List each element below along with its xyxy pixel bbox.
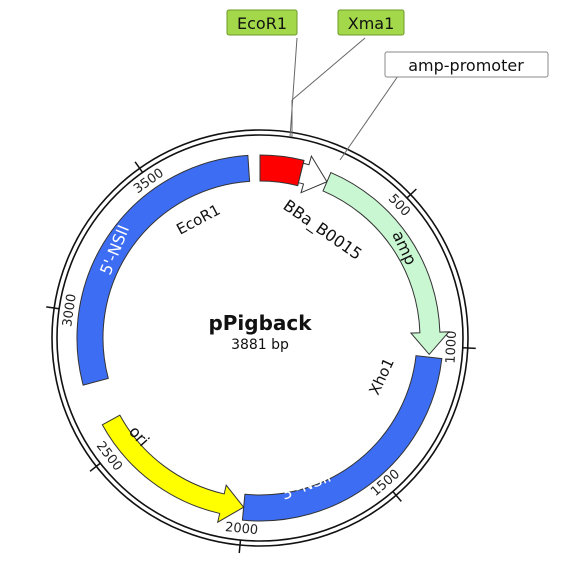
tick-label-1000: 1000	[443, 330, 460, 364]
callout-ecor1[interactable]: EcoR1	[226, 9, 298, 36]
tick-mark-1500	[392, 491, 402, 502]
callout-xma1[interactable]: Xma1	[337, 9, 405, 36]
feature-ori[interactable]	[101, 414, 245, 524]
callout-xma1-text: Xma1	[348, 14, 395, 33]
callout-line-xma1	[291, 37, 366, 101]
feature-amp-promoter[interactable]	[297, 154, 328, 194]
callout-amp-promoter[interactable]: amp-promoter	[384, 51, 549, 78]
backbone-outer-ring	[51, 129, 469, 547]
tick-mark-1000	[462, 347, 476, 350]
site-label-xho1[interactable]: Xho1	[365, 355, 398, 398]
feature-amp[interactable]	[322, 171, 451, 356]
tick-mark-3000	[46, 306, 60, 310]
tick-mark-3500	[134, 161, 144, 173]
callout-ecor1-text: EcoR1	[237, 14, 287, 33]
feature-layer	[76, 154, 451, 524]
tick-mark-2500	[89, 462, 101, 472]
backbone-inner-ring	[56, 134, 464, 542]
tick-mark-500	[406, 188, 417, 199]
plasmid-size: 3881 bp	[231, 337, 289, 353]
feature-3-nsii[interactable]	[241, 355, 443, 522]
callout-amp-promoter-text: amp-promoter	[408, 56, 524, 75]
site-label-ecor1[interactable]: EcoR1	[173, 201, 223, 239]
feature-5-nsii[interactable]	[76, 154, 251, 386]
callout-line-amp-promoter	[339, 75, 399, 161]
callout-line-ecor1	[289, 37, 298, 138]
plasmid-name: pPigback	[208, 311, 312, 335]
tick-label-3000: 3000	[60, 293, 80, 328]
tick-label-2000: 2000	[224, 520, 258, 538]
feature-bba-b0015[interactable]	[259, 154, 305, 187]
tick-mark-2000	[238, 539, 242, 554]
